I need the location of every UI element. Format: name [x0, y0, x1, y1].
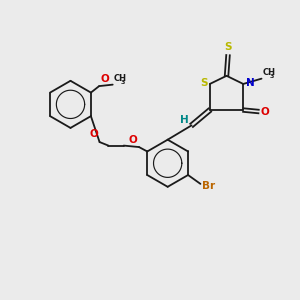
- Text: CH: CH: [263, 68, 276, 77]
- Text: O: O: [260, 106, 269, 116]
- Text: O: O: [89, 129, 98, 139]
- Text: CH: CH: [114, 74, 127, 83]
- Text: S: S: [201, 78, 208, 88]
- Text: Br: Br: [202, 181, 215, 190]
- Text: 3: 3: [120, 80, 125, 85]
- Text: O: O: [100, 74, 109, 84]
- Text: H: H: [180, 115, 189, 125]
- Text: S: S: [224, 42, 232, 52]
- Text: N: N: [246, 78, 254, 88]
- Text: 3: 3: [270, 74, 274, 79]
- Text: O: O: [128, 135, 137, 145]
